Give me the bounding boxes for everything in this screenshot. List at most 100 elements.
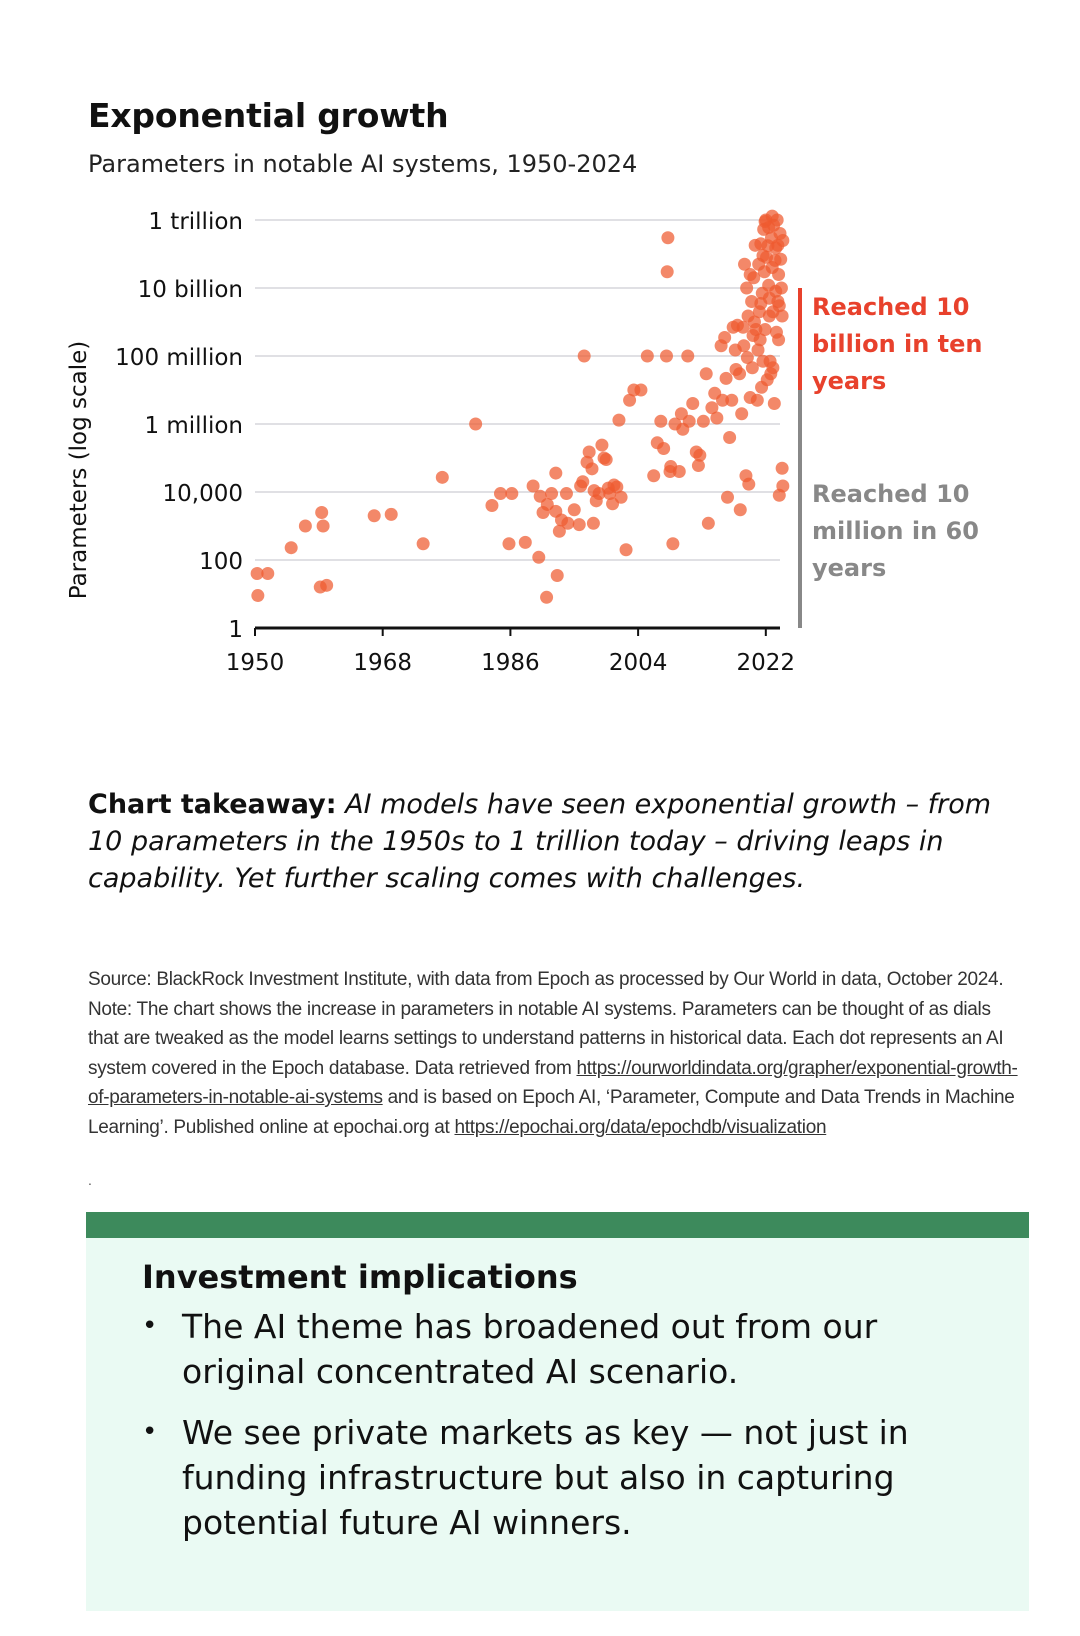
y-tick-labels: 1 trillion 10 billion 100 million 1 million… [115, 209, 243, 643]
data-point [735, 407, 749, 421]
data-point [733, 503, 747, 517]
data-point [619, 543, 633, 557]
data-point [435, 470, 449, 484]
implication-text: The AI theme has broadened out from our … [182, 1307, 878, 1391]
data-point [612, 413, 626, 427]
data-point [576, 475, 590, 489]
data-point [251, 589, 265, 603]
data-point [526, 479, 540, 493]
data-point [721, 490, 734, 504]
data-point [663, 465, 677, 479]
x-axis: 1950 1968 1986 2004 2022 [226, 626, 796, 676]
data-point [772, 333, 786, 347]
data-points [250, 209, 790, 604]
data-point [559, 487, 573, 501]
data-point [767, 397, 781, 411]
implications-list: • The AI theme has broadened out from our… [142, 1304, 1002, 1561]
implications-heading: Investment implications [142, 1258, 578, 1296]
source-link-owid[interactable]: https://ourworldindata.org/grapher/expon… [88, 1057, 1018, 1109]
data-point [740, 351, 754, 365]
data-point [681, 349, 695, 363]
x-tick-label: 1950 [226, 650, 285, 676]
annotation-text: Reached 10 [812, 480, 969, 508]
data-point [567, 503, 581, 517]
data-point [315, 505, 329, 519]
data-point [540, 590, 554, 604]
data-point [502, 537, 516, 551]
data-point [666, 537, 680, 551]
data-point [775, 461, 789, 475]
data-point [753, 333, 767, 347]
data-point [754, 297, 768, 311]
data-point [597, 451, 611, 465]
source-note: Source: BlackRock Investment Institute, … [88, 965, 1018, 1142]
trailing-period: . [88, 1172, 92, 1188]
data-point [766, 361, 780, 375]
chart-takeaway: Chart takeaway: AI models have seen expo… [88, 786, 1028, 897]
annotation-text: million in 60 [812, 517, 979, 545]
data-point [758, 323, 772, 337]
source-link-epoch[interactable]: https://epochai.org/data/epochdb/visuali… [454, 1116, 827, 1138]
data-point [550, 569, 564, 583]
data-point [760, 373, 774, 387]
takeaway-text: AI models have seen exponential growth –… [88, 789, 992, 894]
bullet-icon: • [142, 1311, 158, 1341]
data-point [485, 499, 499, 513]
x-tick-label: 2004 [609, 650, 668, 676]
data-point [772, 488, 786, 502]
data-point [743, 267, 757, 281]
data-point [623, 393, 637, 407]
source-text-2: and is based on Epoch AI, ‘Parameter, Co… [88, 1087, 1015, 1138]
data-point [776, 233, 790, 247]
data-point [699, 367, 713, 381]
data-point [660, 265, 674, 279]
data-point [725, 393, 739, 407]
data-point [493, 487, 507, 501]
data-point [751, 343, 765, 357]
data-point [416, 537, 430, 551]
annotation-text: years [812, 367, 886, 395]
data-point [320, 578, 334, 592]
data-point [552, 524, 566, 538]
data-point [261, 567, 275, 581]
y-tick-label: 1 [228, 617, 243, 643]
data-point [774, 281, 788, 295]
data-point [750, 393, 764, 407]
data-point [518, 535, 532, 549]
data-point [710, 411, 724, 425]
data-point [738, 257, 752, 271]
x-tick-label: 2022 [737, 650, 796, 676]
data-point [657, 442, 671, 456]
y-tick-label: 100 [199, 549, 243, 575]
data-point [774, 252, 788, 266]
data-point [572, 518, 586, 532]
data-point [747, 315, 761, 329]
source-text-1: Source: BlackRock Investment Institute, … [88, 969, 1004, 1079]
data-point [595, 438, 609, 452]
data-point [654, 414, 668, 428]
data-point [740, 281, 754, 295]
data-point [771, 295, 785, 309]
data-point [765, 209, 779, 223]
data-point [505, 487, 519, 501]
data-point [586, 516, 600, 530]
data-point [756, 354, 770, 368]
annotation-text: years [812, 554, 886, 582]
data-point [756, 249, 770, 263]
x-tick-label: 1986 [481, 650, 540, 676]
data-point [585, 462, 599, 476]
data-point [737, 339, 751, 353]
data-point [614, 490, 628, 504]
annotations: Reached 10 billion in ten years Reached 10 m… [798, 288, 983, 628]
data-point [745, 361, 759, 375]
annotation-text: billion in ten [812, 330, 983, 358]
data-point [545, 487, 559, 501]
data-point [736, 320, 750, 334]
y-tick-label: 1 trillion [148, 209, 243, 235]
annotation-text: Reached 10 [812, 293, 969, 321]
y-tick-label: 10 billion [138, 277, 243, 303]
data-point [298, 519, 312, 533]
data-point [723, 431, 737, 445]
x-tick-label: 1968 [353, 650, 412, 676]
data-point [316, 519, 330, 533]
